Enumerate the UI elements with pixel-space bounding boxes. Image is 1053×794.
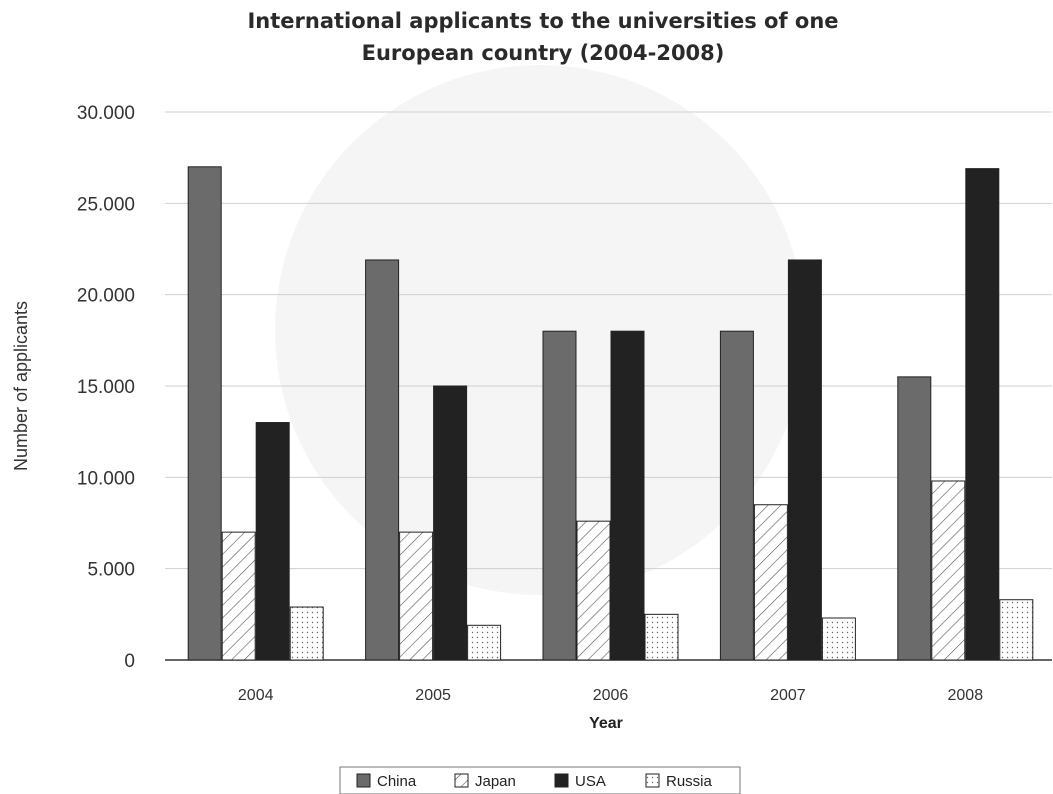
bar-japan-2004 [221,531,256,661]
x-tick-label: 2005 [415,687,451,704]
y-tick-label: 0 [124,651,135,672]
bar-russia-2004 [289,606,324,661]
legend-swatch-russia [645,773,660,788]
bar-russia-2008 [999,599,1034,661]
bar-japan-2008 [931,480,966,661]
legend: China Japan USA Russia [339,766,741,794]
chart-title-line-1: International applicants to the universi… [247,9,838,33]
bar-china-2006 [542,330,577,661]
bar-usa-2006 [610,330,645,661]
legend-box [339,766,741,794]
legend-swatch-japan [454,773,469,788]
legend-label-japan: Japan [475,773,516,790]
bar-usa-2007 [787,259,822,661]
x-tick-label: 2007 [770,687,806,704]
bar-russia-2006 [644,613,679,661]
legend-label-china: China [377,773,417,790]
x-axis-title: Year [589,715,623,732]
bar-japan-2007 [753,504,788,661]
legend-swatch-china [356,773,371,788]
bar-japan-2005 [399,531,434,661]
bar-russia-2005 [467,624,502,661]
bar-usa-2004 [255,422,290,661]
x-tick-label: 2004 [238,687,274,704]
legend-swatch-usa [554,773,569,788]
bar-usa-2008 [965,168,1000,661]
y-axis-title: Number of applicants [11,301,31,471]
bar-china-2005 [365,259,400,661]
y-tick-label: 25.000 [77,194,135,215]
bar-russia-2007 [821,617,856,661]
bars [187,166,1034,661]
y-tick-label: 30.000 [77,103,135,124]
y-tick-label: 10.000 [77,468,135,489]
chart-title-line-2: European country (2004-2008) [362,41,725,65]
legend-label-russia: Russia [666,773,713,790]
bar-china-2004 [187,166,222,661]
legend-label-usa: USA [575,773,606,790]
x-axis-ticks: 2004 2005 2006 2007 2008 [238,687,983,704]
bar-japan-2006 [576,520,611,661]
y-tick-label: 15.000 [77,377,135,398]
bar-china-2008 [897,376,932,661]
x-tick-label: 2006 [593,687,629,704]
y-tick-label: 5.000 [87,560,135,581]
watermark-logo [275,65,805,595]
bar-usa-2005 [433,385,468,661]
y-tick-label: 20.000 [77,286,135,307]
x-tick-label: 2008 [948,687,984,704]
bar-china-2007 [719,330,754,661]
y-axis-ticks: 0 5.000 10.000 15.000 20.000 25.000 30.000 [77,103,135,672]
